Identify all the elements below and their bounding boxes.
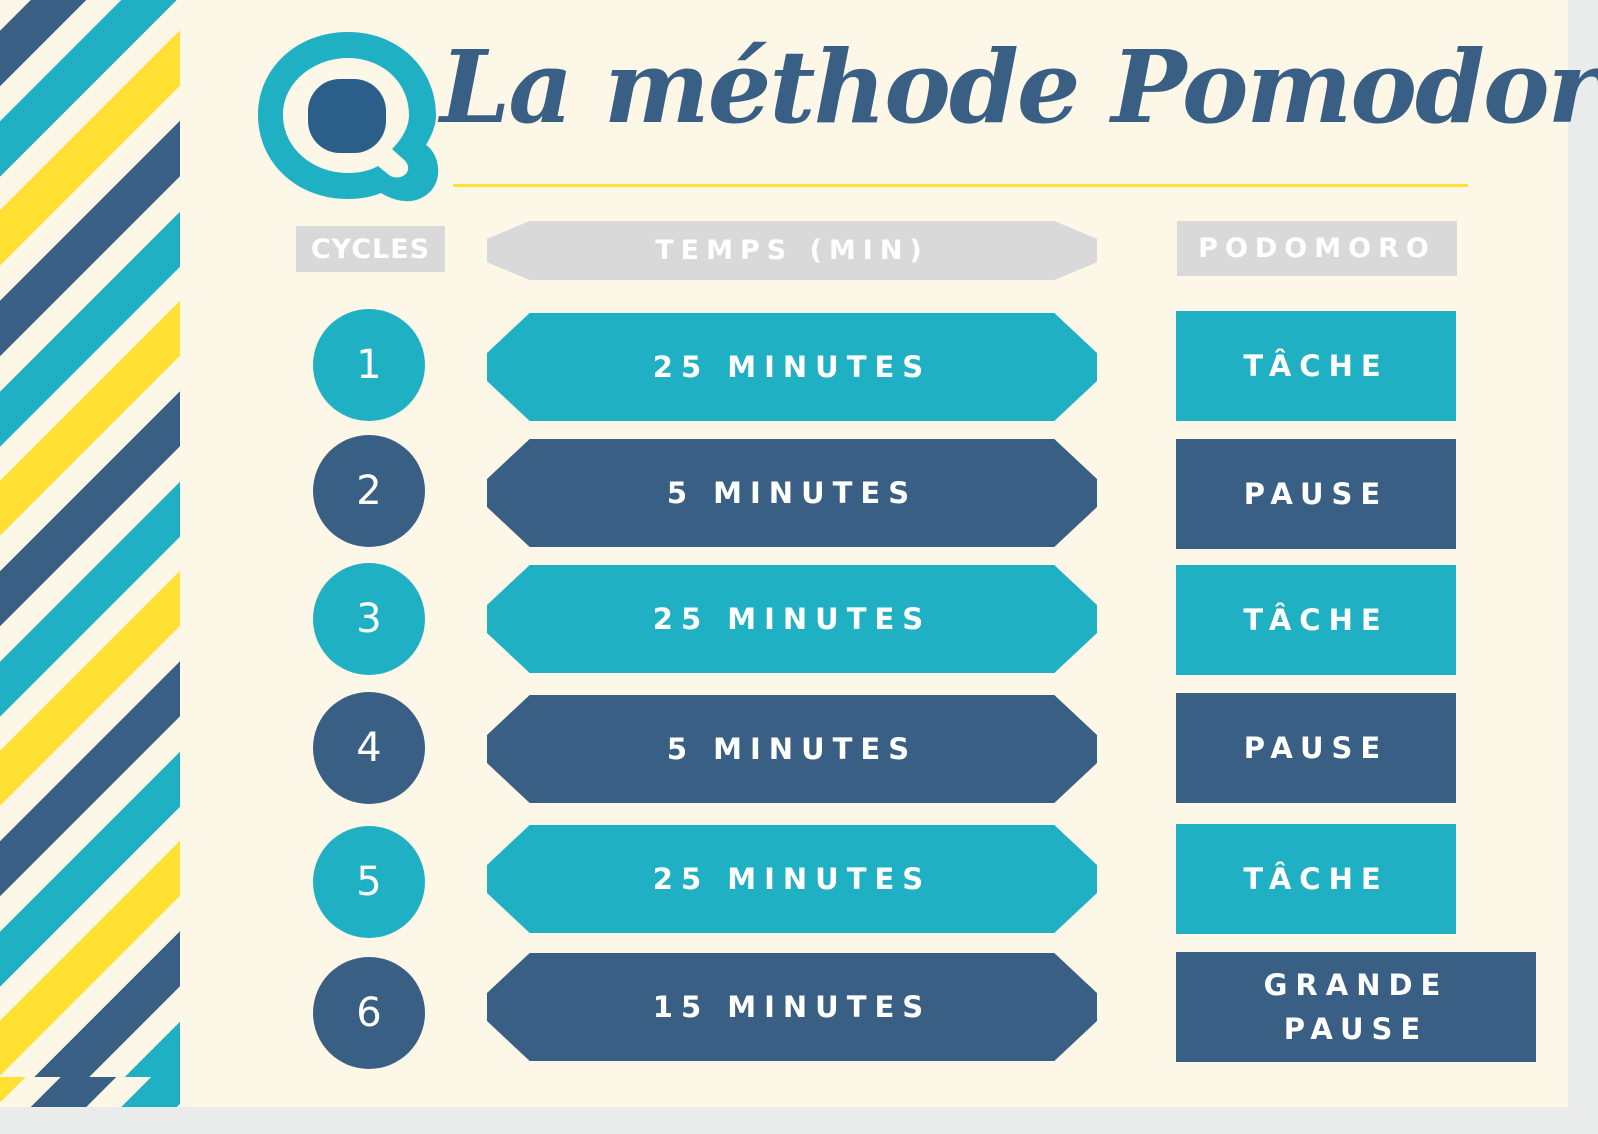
phase-label: PAUSE	[1176, 693, 1456, 803]
cycle-number: 2	[313, 435, 425, 547]
duration-bar: 25 MINUTES	[487, 825, 1097, 933]
duration-bar: 5 MINUTES	[487, 439, 1097, 547]
infographic-panel: La méthode Pomodoro CYCLES TEMPS (MIN) P…	[0, 0, 1598, 1107]
duration-bar: 15 MINUTES	[487, 953, 1097, 1061]
decorative-stripes	[0, 0, 180, 1107]
duration-bar: 25 MINUTES	[487, 313, 1097, 421]
phase-label: TÂCHE	[1176, 311, 1456, 421]
duration-bar: 5 MINUTES	[487, 695, 1097, 803]
q-logo-icon	[258, 32, 439, 202]
cycle-number: 4	[313, 692, 425, 804]
title-underline	[453, 184, 1468, 187]
phase-label: GRANDE PAUSE	[1176, 952, 1536, 1062]
phase-label: PAUSE	[1176, 439, 1456, 549]
page-title: La méthode Pomodoro	[440, 28, 1598, 146]
cycle-number: 5	[313, 826, 425, 938]
phase-label: TÂCHE	[1176, 565, 1456, 675]
header-cycles: CYCLES	[296, 226, 445, 272]
duration-bar: 25 MINUTES	[487, 565, 1097, 673]
cycle-number: 6	[313, 957, 425, 1069]
header-podomoro: PODOMORO	[1177, 221, 1457, 276]
header-temps: TEMPS (MIN)	[487, 221, 1097, 280]
cycle-number: 3	[313, 563, 425, 675]
cycle-number: 1	[313, 309, 425, 421]
phase-label: TÂCHE	[1176, 824, 1456, 934]
